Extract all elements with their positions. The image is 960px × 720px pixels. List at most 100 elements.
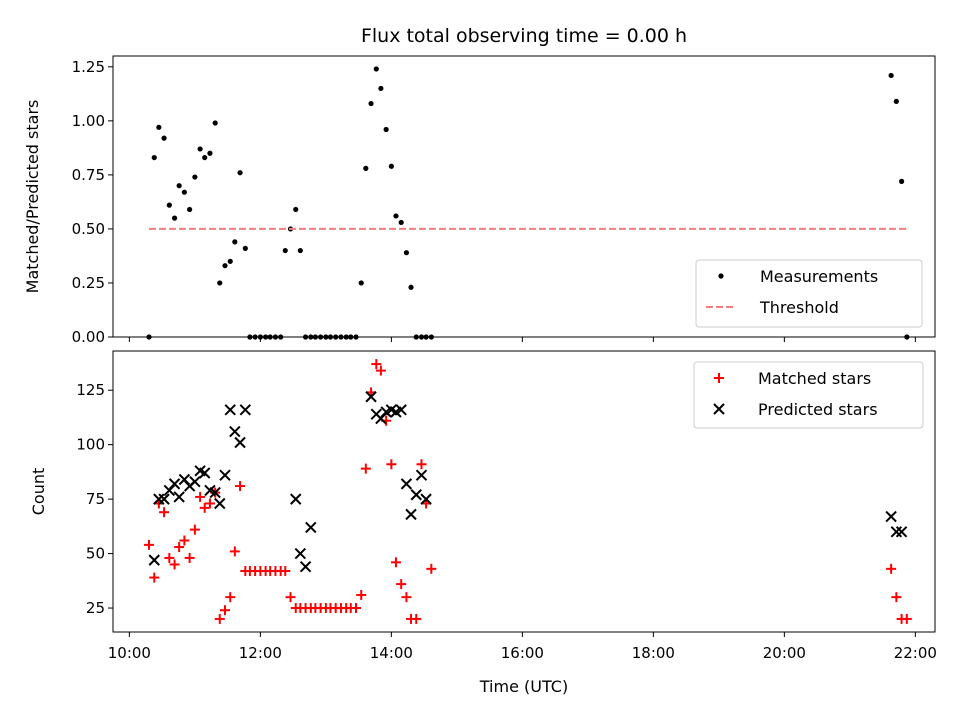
x-tick-label: 14:00 bbox=[370, 644, 413, 662]
matched-star-point bbox=[375, 365, 386, 376]
measurement-point bbox=[151, 154, 157, 161]
measurement-point bbox=[212, 120, 218, 126]
measurement-point bbox=[398, 219, 404, 226]
matched-star-point bbox=[386, 459, 397, 470]
measurement-point bbox=[888, 72, 894, 79]
matched-star-point bbox=[184, 552, 195, 563]
ratio-legend: Measurements Threshold bbox=[695, 259, 923, 328]
predicted-star-point bbox=[198, 467, 211, 479]
measurement-point bbox=[146, 334, 152, 340]
chart-title: Flux total observing time = 0.00 h bbox=[361, 25, 687, 47]
measurement-point bbox=[161, 135, 167, 141]
predicted-star-point bbox=[158, 493, 170, 505]
axes-frame bbox=[112, 55, 936, 338]
measurement-point bbox=[368, 100, 374, 107]
measurement-point bbox=[166, 202, 172, 208]
y-tick-label: 50 bbox=[86, 545, 105, 563]
predicted-star-point bbox=[209, 486, 221, 499]
predicted-star-point bbox=[299, 560, 312, 573]
predicted-star-point bbox=[410, 489, 422, 501]
measurement-point bbox=[227, 258, 233, 264]
matched-star-point bbox=[411, 613, 422, 624]
predicted-star-point bbox=[885, 510, 897, 523]
measurement-point bbox=[176, 183, 182, 189]
count-plot-area bbox=[144, 359, 912, 624]
measurement-point bbox=[428, 334, 434, 340]
predicted-star-point bbox=[148, 554, 160, 566]
measurement-point bbox=[323, 334, 329, 340]
count-legend: Matched stars Predicted stars bbox=[693, 361, 924, 429]
measurement-point bbox=[187, 206, 193, 213]
y-tick-label: 125 bbox=[76, 381, 105, 399]
legend-swatch bbox=[714, 373, 724, 383]
matched-star-point bbox=[891, 592, 902, 603]
legend-swatch bbox=[718, 273, 724, 279]
x-tick-label: 22:00 bbox=[894, 644, 937, 662]
measurement-point bbox=[318, 334, 324, 340]
matched-star-point bbox=[199, 502, 210, 513]
predicted-star-point bbox=[224, 404, 236, 416]
count-panel: Time (UTC) Count 25 50 75 100 125 10:00 12:00 1… bbox=[29, 350, 937, 696]
legend-entry-label: Predicted stars bbox=[758, 400, 878, 419]
count-axes: 25 50 75 100 125 10:00 12:00 14:00 16:00 18:00 20:… bbox=[76, 350, 937, 662]
measurement-point bbox=[408, 284, 414, 290]
predicted-star-point bbox=[420, 493, 432, 505]
predicted-star-point bbox=[895, 526, 908, 538]
ratio-plot-area bbox=[146, 66, 910, 340]
matched-star-point bbox=[169, 559, 180, 570]
measurement-point bbox=[156, 124, 162, 130]
measurement-point bbox=[383, 126, 389, 133]
measurement-point bbox=[297, 247, 303, 254]
legend-frame bbox=[695, 259, 923, 328]
matched-star-point bbox=[390, 557, 401, 568]
measurement-point bbox=[423, 334, 429, 340]
measurement-point bbox=[312, 334, 318, 340]
predicted-star-point bbox=[365, 391, 377, 403]
measurement-point bbox=[348, 334, 354, 340]
measurement-point bbox=[171, 215, 178, 221]
measurement-point bbox=[308, 334, 314, 340]
measurement-point bbox=[293, 206, 299, 213]
measurement-point bbox=[232, 239, 238, 245]
measurement-point bbox=[353, 334, 359, 340]
ratio-panel: Flux total observing time = 0.00 h Match… bbox=[23, 25, 936, 346]
predicted-star-point bbox=[415, 469, 428, 481]
measurement-point bbox=[904, 334, 910, 340]
predicted-star-point bbox=[173, 491, 185, 503]
measurement-point bbox=[373, 66, 379, 72]
y-axis-label-count: Count bbox=[29, 468, 48, 516]
matched-star-point bbox=[174, 542, 185, 553]
predicted-star-point bbox=[229, 425, 241, 438]
measurement-point bbox=[282, 247, 288, 254]
y-tick-label: 1.00 bbox=[72, 112, 105, 130]
measurement-point bbox=[242, 245, 248, 251]
matched-star-point bbox=[396, 579, 407, 590]
predicted-star-point bbox=[153, 493, 165, 505]
matched-star-point bbox=[901, 613, 912, 624]
matched-star-point bbox=[401, 592, 412, 603]
measurement-point bbox=[278, 334, 284, 340]
matched-star-point bbox=[285, 592, 296, 603]
x-axis-label: Time (UTC) bbox=[479, 677, 568, 696]
y-tick-label: 0.00 bbox=[72, 328, 105, 346]
matched-star-point bbox=[144, 539, 155, 550]
matched-star-point bbox=[360, 463, 371, 474]
y-tick-label: 1.25 bbox=[72, 58, 105, 76]
predicted-star-point bbox=[405, 508, 417, 521]
predicted-star-point bbox=[890, 526, 903, 538]
matched-star-point bbox=[149, 572, 160, 583]
measurement-point bbox=[418, 334, 425, 340]
legend-swatch bbox=[713, 403, 725, 415]
measurement-point bbox=[302, 334, 309, 340]
y-tick-label: 75 bbox=[86, 490, 105, 508]
matched-star-point bbox=[371, 359, 382, 370]
axes-frame bbox=[112, 350, 936, 633]
predicted-star-point bbox=[400, 478, 413, 490]
measurement-point bbox=[257, 334, 263, 340]
measurement-point bbox=[252, 334, 258, 340]
measurement-point bbox=[222, 263, 228, 269]
measurement-point bbox=[378, 85, 384, 92]
measurement-point bbox=[202, 154, 208, 161]
